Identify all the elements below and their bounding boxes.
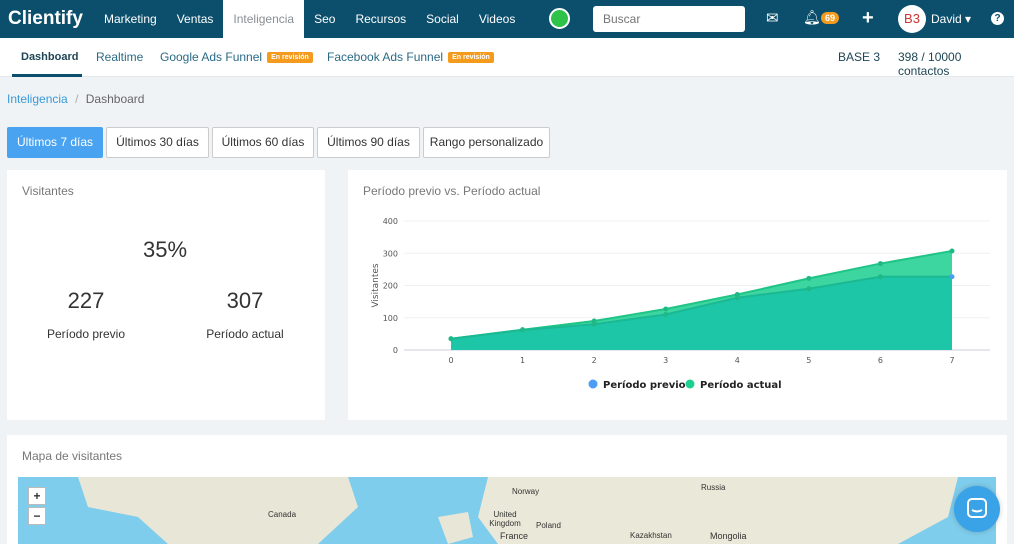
range-60-days[interactable]: Últimos 60 días xyxy=(212,127,314,158)
chat-icon xyxy=(967,498,987,518)
map-label: United Kingdom xyxy=(489,510,521,528)
range-30-days[interactable]: Últimos 30 días xyxy=(106,127,209,158)
data-point xyxy=(806,275,812,281)
map-label: Kazakhstan xyxy=(630,531,672,540)
zoom-in-button[interactable]: + xyxy=(28,487,46,505)
map-label: Mongolia xyxy=(710,531,747,541)
visitor-map[interactable]: + − Canada Norway Russia United Kingdom … xyxy=(18,477,996,544)
avatar[interactable]: B3 xyxy=(898,5,926,33)
nav-marketing[interactable]: Marketing xyxy=(104,12,157,26)
data-point xyxy=(663,306,669,312)
data-point xyxy=(520,327,526,333)
breadcrumb-current: Dashboard xyxy=(85,92,145,106)
map-label: Poland xyxy=(536,521,561,530)
top-navbar: Clientify Marketing Ventas Inteligencia … xyxy=(0,0,1014,38)
range-7-days[interactable]: Últimos 7 días xyxy=(7,127,103,158)
help-icon[interactable]: ? xyxy=(991,12,1004,25)
data-point xyxy=(877,274,883,280)
tab-google-ads-funnel[interactable]: Google Ads Funnel En revisión xyxy=(160,50,313,64)
x-tick-label: 4 xyxy=(735,356,740,365)
legend-marker xyxy=(588,379,598,389)
x-tick-label: 5 xyxy=(806,356,811,365)
tab-facebook-ads-funnel[interactable]: Facebook Ads Funnel En revisión xyxy=(327,50,494,64)
y-tick-label: 0 xyxy=(393,346,398,355)
user-menu[interactable]: David ▾ xyxy=(931,12,972,26)
chat-launcher-button[interactable] xyxy=(954,486,1000,532)
clientify-logo[interactable]: Clientify xyxy=(8,8,83,29)
x-tick-label: 2 xyxy=(592,356,597,365)
data-point xyxy=(949,248,955,254)
tab-label: Facebook Ads Funnel xyxy=(327,50,444,64)
data-point xyxy=(949,274,955,280)
data-point xyxy=(591,321,597,327)
data-point xyxy=(806,286,812,292)
map-label: France xyxy=(500,531,529,541)
plus-icon[interactable]: + xyxy=(862,7,874,29)
notification-badge: 69 xyxy=(821,12,840,24)
user-name: David xyxy=(931,12,962,26)
nav-social[interactable]: Social xyxy=(426,12,459,26)
tab-dashboard[interactable]: Dashboard xyxy=(21,51,79,63)
visitors-title: Visitantes xyxy=(22,184,74,198)
whatsapp-icon[interactable] xyxy=(549,8,570,29)
x-tick-label: 3 xyxy=(663,356,668,365)
breadcrumb-separator: / xyxy=(75,92,79,106)
data-point xyxy=(734,295,740,301)
nav-inteligencia[interactable]: Inteligencia xyxy=(223,0,305,38)
x-tick-label: 0 xyxy=(448,356,453,365)
comparison-card: Período previo vs. Período actual 0 100 20… xyxy=(348,170,1007,420)
y-tick-label: 400 xyxy=(383,217,398,226)
current-label: Período actual xyxy=(206,327,284,341)
visitors-percent: 35% xyxy=(142,237,188,262)
active-tab-indicator xyxy=(12,74,82,77)
map-label: Russia xyxy=(701,483,726,492)
legend-label: Período previo xyxy=(603,379,686,391)
sub-navbar: Dashboard Realtime Google Ads Funnel En r… xyxy=(0,38,1014,78)
map-land xyxy=(78,477,958,544)
chart-title: Período previo vs. Período actual xyxy=(363,184,541,198)
map-title: Mapa de visitantes xyxy=(22,449,123,463)
data-point xyxy=(877,261,883,267)
map-label: Norway xyxy=(512,487,540,496)
nav-videos[interactable]: Videos xyxy=(478,12,516,26)
review-badge: En revisión xyxy=(448,52,494,63)
y-tick-label: 300 xyxy=(383,249,398,258)
x-tick-label: 7 xyxy=(949,356,954,365)
current-value: 307 xyxy=(226,288,264,313)
nav-seo[interactable]: Seo xyxy=(314,12,336,26)
mail-icon[interactable]: ✉ xyxy=(766,10,779,27)
zoom-out-button[interactable]: − xyxy=(28,507,46,525)
series-line xyxy=(450,275,952,340)
legend-marker xyxy=(685,379,695,389)
map-label: Canada xyxy=(268,510,297,519)
visitors-card: Visitantes 35% 227 307 Período previo Pe… xyxy=(7,170,325,420)
series-area xyxy=(451,276,952,350)
tab-label: Google Ads Funnel xyxy=(160,50,263,64)
base-label: BASE 3 xyxy=(838,50,881,64)
y-axis-label: Visitantes xyxy=(371,263,381,307)
breadcrumb: Inteligencia / Dashboard xyxy=(7,92,144,106)
x-tick-label: 1 xyxy=(520,356,525,365)
previous-value: 227 xyxy=(67,288,105,313)
x-tick-label: 6 xyxy=(878,356,883,365)
tab-realtime[interactable]: Realtime xyxy=(96,50,144,64)
range-90-days[interactable]: Últimos 90 días xyxy=(317,127,420,158)
legend-label: Período actual xyxy=(700,379,782,391)
review-badge: En revisión xyxy=(267,52,313,63)
nav-recursos[interactable]: Recursos xyxy=(355,12,407,26)
breadcrumb-inteligencia[interactable]: Inteligencia xyxy=(7,92,68,106)
contacts-count: 398 / 10000 contactos xyxy=(898,50,962,78)
search-input[interactable] xyxy=(593,6,745,32)
range-custom[interactable]: Rango personalizado xyxy=(423,127,550,158)
bell-icon[interactable]: 🔔︎ xyxy=(803,9,821,25)
previous-label: Período previo xyxy=(46,327,126,341)
y-tick-label: 100 xyxy=(383,314,398,323)
y-tick-label: 200 xyxy=(383,282,398,291)
nav-ventas[interactable]: Ventas xyxy=(176,12,214,26)
area-chart: 0 100 200 300 400 0 1 2 3 4 5 6 7 Visitantes Período p… xyxy=(371,217,990,391)
data-point xyxy=(448,336,454,342)
data-point xyxy=(663,312,669,318)
